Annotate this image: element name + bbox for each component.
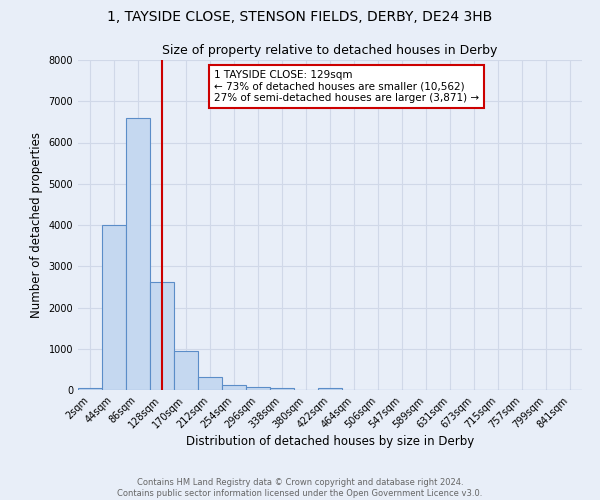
Bar — [78, 388, 102, 390]
X-axis label: Distribution of detached houses by size in Derby: Distribution of detached houses by size … — [186, 436, 474, 448]
Bar — [222, 385, 246, 390]
Bar — [174, 351, 198, 390]
Bar — [126, 118, 150, 390]
Y-axis label: Number of detached properties: Number of detached properties — [30, 132, 43, 318]
Bar — [102, 226, 126, 390]
Text: 1, TAYSIDE CLOSE, STENSON FIELDS, DERBY, DE24 3HB: 1, TAYSIDE CLOSE, STENSON FIELDS, DERBY,… — [107, 10, 493, 24]
Text: 1 TAYSIDE CLOSE: 129sqm
← 73% of detached houses are smaller (10,562)
27% of sem: 1 TAYSIDE CLOSE: 129sqm ← 73% of detache… — [214, 70, 479, 103]
Bar — [270, 388, 294, 390]
Title: Size of property relative to detached houses in Derby: Size of property relative to detached ho… — [163, 44, 497, 58]
Bar — [150, 282, 174, 390]
Bar — [318, 388, 342, 390]
Bar — [198, 377, 222, 390]
Text: Contains HM Land Registry data © Crown copyright and database right 2024.
Contai: Contains HM Land Registry data © Crown c… — [118, 478, 482, 498]
Bar — [246, 387, 270, 390]
